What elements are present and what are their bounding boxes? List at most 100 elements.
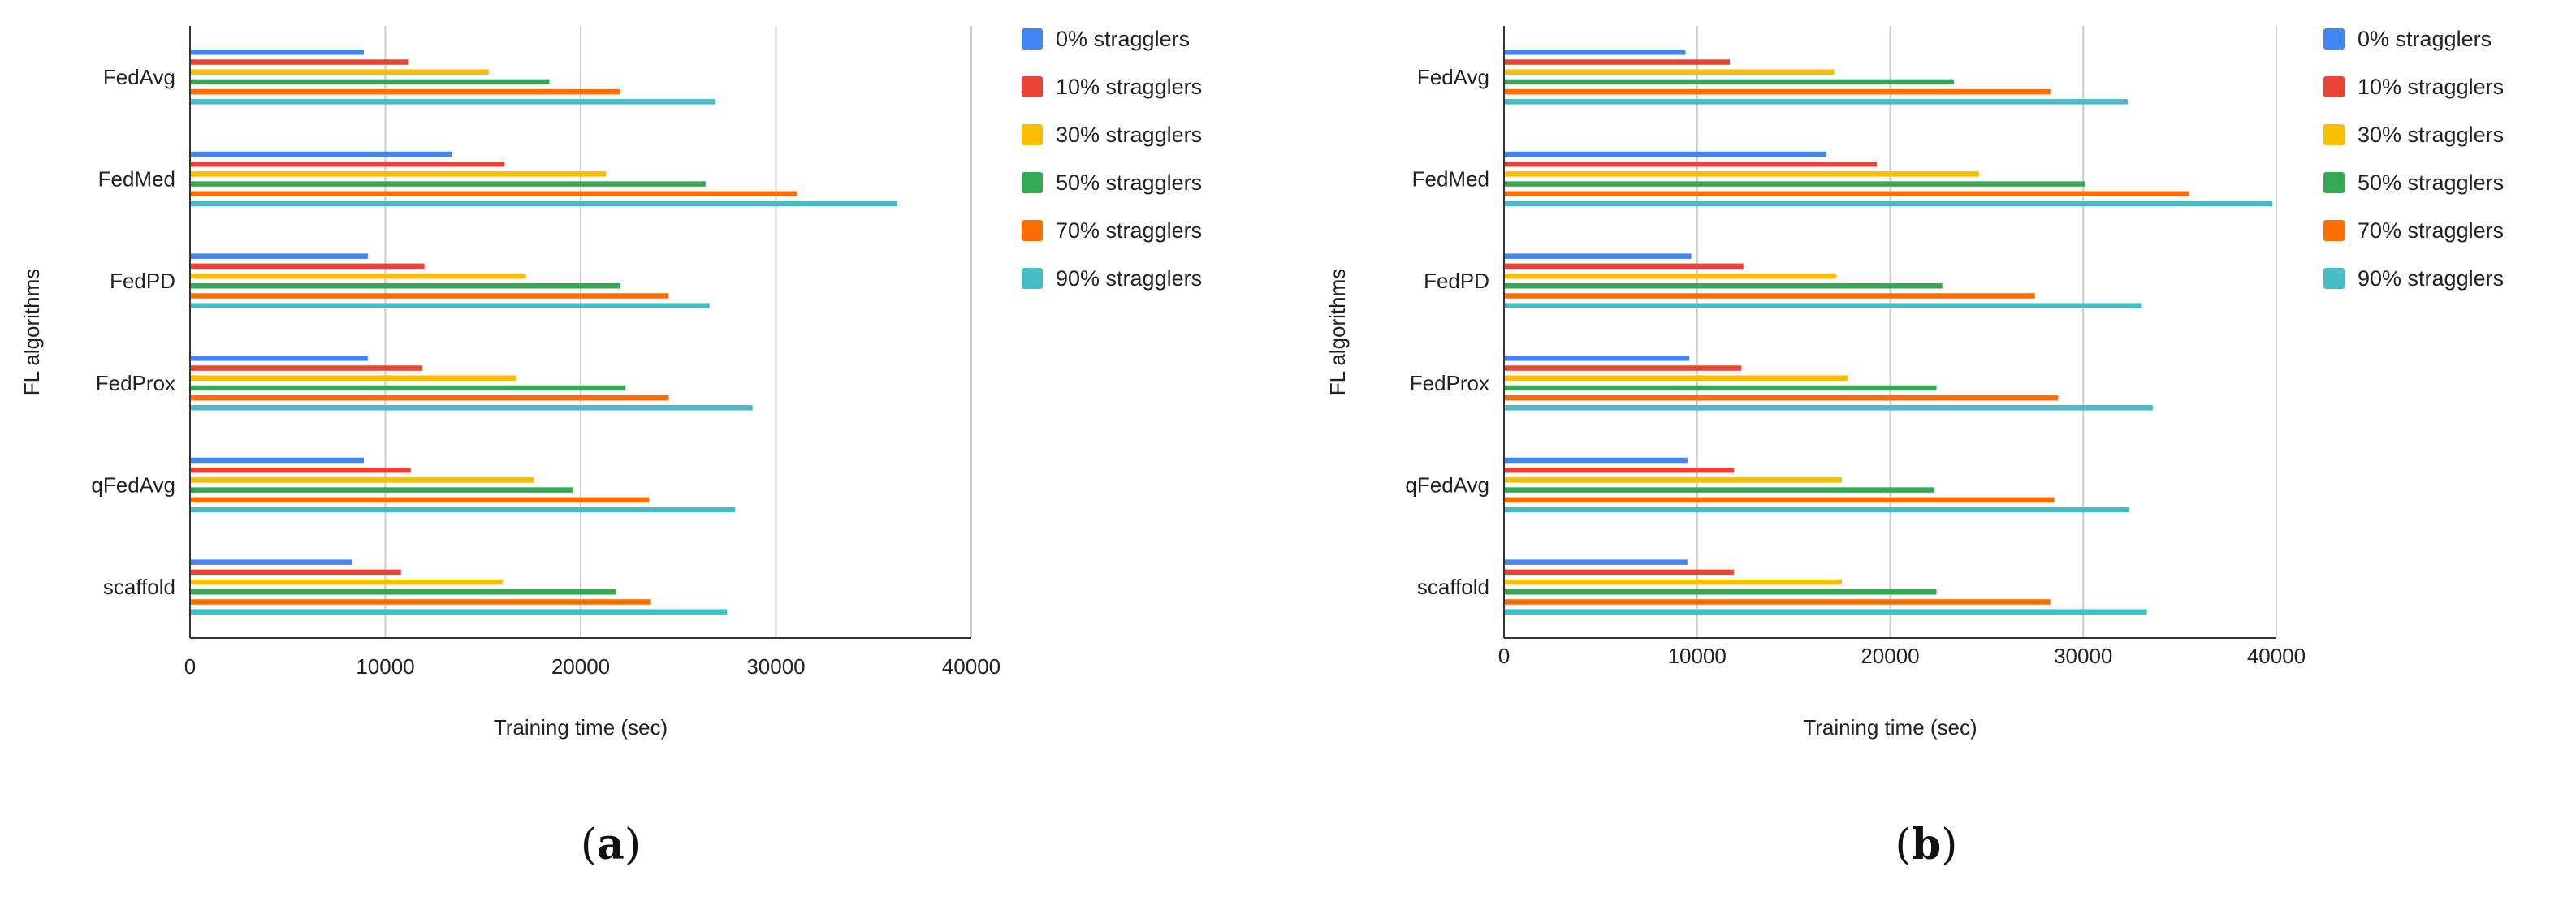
bar bbox=[1505, 79, 1954, 85]
bar bbox=[191, 609, 728, 615]
bar bbox=[191, 467, 411, 473]
legend-label: 0% stragglers bbox=[1056, 27, 1190, 51]
bar bbox=[191, 59, 409, 65]
x-tick-label: 10000 bbox=[1668, 644, 1727, 668]
legend-swatch bbox=[2323, 172, 2345, 193]
bar bbox=[1505, 181, 2085, 187]
legend-label: 10% stragglers bbox=[1056, 75, 1202, 99]
x-tick-labels: 0 10000 20000 30000 40000 bbox=[184, 654, 1001, 679]
bar bbox=[191, 253, 368, 259]
bar bbox=[1505, 497, 2055, 503]
bar bbox=[191, 293, 669, 299]
bar bbox=[1505, 171, 1979, 177]
bar bbox=[1505, 467, 1734, 473]
bar bbox=[191, 569, 401, 576]
x-tick-label: 20000 bbox=[1861, 644, 1919, 668]
gridlines bbox=[1696, 26, 2277, 638]
legend-swatch bbox=[1022, 124, 1043, 145]
axes bbox=[189, 26, 971, 639]
x-tick-label: 40000 bbox=[942, 654, 1001, 679]
x-tick-label: 30000 bbox=[746, 654, 805, 679]
x-axis-title: Training time (sec) bbox=[494, 715, 668, 740]
gridlines bbox=[384, 26, 972, 638]
bar bbox=[191, 457, 365, 464]
legend-label: 70% stragglers bbox=[1056, 218, 1202, 243]
legend-label: 10% stragglers bbox=[2358, 75, 2504, 99]
bar bbox=[1505, 88, 2051, 95]
bar bbox=[1505, 579, 1843, 585]
bar bbox=[191, 599, 651, 605]
bar bbox=[1505, 559, 1688, 565]
bar bbox=[1505, 405, 2153, 411]
bar bbox=[191, 201, 897, 207]
bar bbox=[1505, 293, 2035, 299]
x-axis-title: Training time (sec) bbox=[1803, 715, 1977, 740]
legend-swatch bbox=[1022, 76, 1043, 97]
y-axis-title: FL algorithms bbox=[19, 269, 44, 396]
bar bbox=[191, 385, 626, 391]
bar bbox=[191, 487, 573, 493]
bar bbox=[1505, 283, 1943, 289]
y-tick-label: FedMed bbox=[98, 167, 175, 192]
legend-label: 50% stragglers bbox=[1056, 170, 1202, 195]
bar bbox=[191, 263, 425, 270]
bar bbox=[191, 477, 534, 483]
legend-label: 50% stragglers bbox=[2358, 170, 2504, 195]
x-tick-label: 40000 bbox=[2247, 644, 2306, 668]
bar-group bbox=[1505, 50, 2273, 615]
bar bbox=[1505, 385, 1937, 391]
bar bbox=[191, 79, 550, 85]
bar bbox=[1505, 253, 1692, 259]
y-tick-label: qFedAvg bbox=[91, 473, 175, 498]
bar bbox=[191, 356, 368, 361]
bar bbox=[191, 191, 797, 197]
legend-swatch bbox=[1022, 268, 1043, 289]
chart-panel-a: FedAvg FedMed FedPD FedProx qFedAvg scaffold … bbox=[19, 26, 1202, 869]
bar bbox=[191, 559, 352, 565]
bar bbox=[191, 99, 715, 105]
chart-panel-b: FedAvg FedMed FedPD FedProx qFedAvg scaffold … bbox=[1288, 0, 2576, 897]
x-tick-label: 10000 bbox=[356, 654, 414, 679]
legend-label: 30% stragglers bbox=[2358, 123, 2504, 147]
bar bbox=[1505, 356, 1690, 361]
y-tick-label: FedAvg bbox=[103, 65, 175, 89]
bar bbox=[1505, 589, 1937, 595]
x-tick-label: 0 bbox=[1498, 644, 1510, 668]
bar bbox=[1505, 191, 2190, 197]
legend-label: 90% stragglers bbox=[2358, 266, 2504, 291]
bar bbox=[1505, 477, 1843, 483]
legend-swatch bbox=[1022, 172, 1043, 193]
bar bbox=[1505, 395, 2059, 401]
y-tick-label: FedPD bbox=[1424, 269, 1489, 293]
bar bbox=[1505, 263, 1744, 270]
legend-swatch bbox=[2323, 220, 2345, 241]
bar-group bbox=[191, 50, 897, 615]
bar bbox=[1505, 201, 2273, 207]
bar bbox=[191, 395, 669, 401]
legend: 0% stragglers 10% stragglers 30% straggler… bbox=[1022, 27, 1202, 291]
y-tick-label: scaffold bbox=[1417, 575, 1489, 599]
bar bbox=[1505, 69, 1835, 75]
bar bbox=[1505, 375, 1848, 381]
legend-label: 70% stragglers bbox=[2358, 218, 2504, 243]
legend-swatch bbox=[1022, 220, 1043, 241]
bar-chart-b: FedAvgFedMedFedPDFedProxqFedAvgscaffold … bbox=[1325, 26, 2504, 869]
bar bbox=[191, 497, 650, 503]
y-tick-label: FedPD bbox=[110, 269, 175, 293]
bar bbox=[1505, 507, 2130, 513]
legend-swatch bbox=[2323, 268, 2345, 289]
bar bbox=[1505, 99, 2128, 105]
bar bbox=[191, 283, 620, 289]
legend-swatch bbox=[2323, 124, 2345, 145]
legend: 0% stragglers 10% stragglers 30% straggler… bbox=[2323, 27, 2504, 291]
panel-label: (b) bbox=[1895, 820, 1958, 869]
bar bbox=[191, 161, 505, 167]
y-tick-label: FedAvg bbox=[1417, 65, 1489, 89]
bar bbox=[191, 181, 706, 187]
bar bbox=[191, 579, 503, 585]
bar bbox=[191, 50, 365, 55]
bar bbox=[191, 151, 452, 157]
bar bbox=[191, 273, 526, 279]
bar bbox=[1505, 151, 1827, 157]
bar bbox=[1505, 487, 1935, 493]
